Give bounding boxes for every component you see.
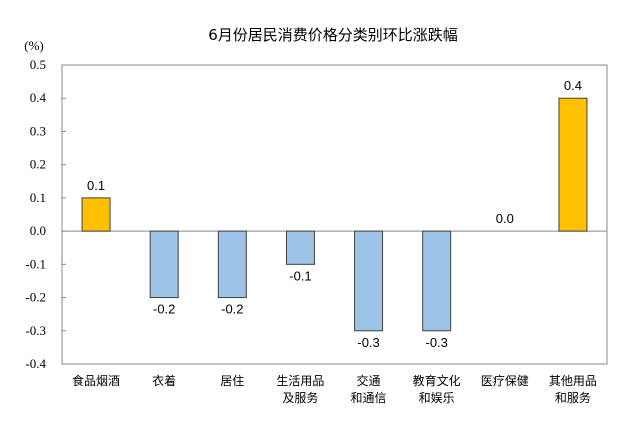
x-tick-label: 和娱乐 xyxy=(419,391,455,405)
x-tick-label: 居住 xyxy=(220,374,244,388)
y-axis-unit: (%) xyxy=(24,38,44,53)
x-tick-label: 其他用品 xyxy=(549,374,597,388)
y-tick-label: -0.4 xyxy=(25,356,46,371)
bar xyxy=(217,230,247,299)
bar xyxy=(354,230,384,332)
y-tick-label: 0.3 xyxy=(30,123,46,138)
bar xyxy=(285,230,315,265)
data-label: -0.1 xyxy=(289,268,311,283)
x-tick-label: 和通信 xyxy=(351,391,387,405)
data-label: -0.3 xyxy=(357,335,379,350)
y-tick-label: -0.3 xyxy=(25,323,46,338)
bar xyxy=(149,230,179,299)
data-label: 0.4 xyxy=(564,78,582,93)
x-tick-label: 交通 xyxy=(357,373,381,388)
chart-title: 6月份居民消费价格分类别环比涨跌幅 xyxy=(208,26,458,44)
x-tick-label: 生活用品 xyxy=(276,374,324,388)
y-tick-label: 0.4 xyxy=(30,90,47,105)
y-tick-label: 0.0 xyxy=(30,223,46,238)
bar xyxy=(81,197,111,232)
data-label: 0.0 xyxy=(496,211,514,226)
x-tick-label: 教育文化 xyxy=(413,373,461,388)
data-label: -0.3 xyxy=(425,335,447,350)
bar xyxy=(558,97,588,232)
data-label: 0.1 xyxy=(87,178,105,193)
y-tick-label: 0.1 xyxy=(30,190,46,205)
x-tick-label: 和服务 xyxy=(555,390,591,405)
x-tick-label: 衣着 xyxy=(152,373,176,388)
y-tick-label: 0.2 xyxy=(30,157,46,172)
plot-frame xyxy=(61,64,608,365)
data-label: -0.2 xyxy=(153,302,175,317)
y-tick-label: -0.1 xyxy=(25,256,46,271)
y-tick-label: -0.2 xyxy=(25,290,46,305)
x-tick-label: 食品烟酒 xyxy=(72,373,120,388)
y-tick-label: 0.5 xyxy=(30,57,46,72)
x-tick-label: 及服务 xyxy=(282,390,318,405)
bar xyxy=(422,230,452,332)
data-label: -0.2 xyxy=(221,302,243,317)
x-tick-label: 医疗保健 xyxy=(481,374,529,388)
